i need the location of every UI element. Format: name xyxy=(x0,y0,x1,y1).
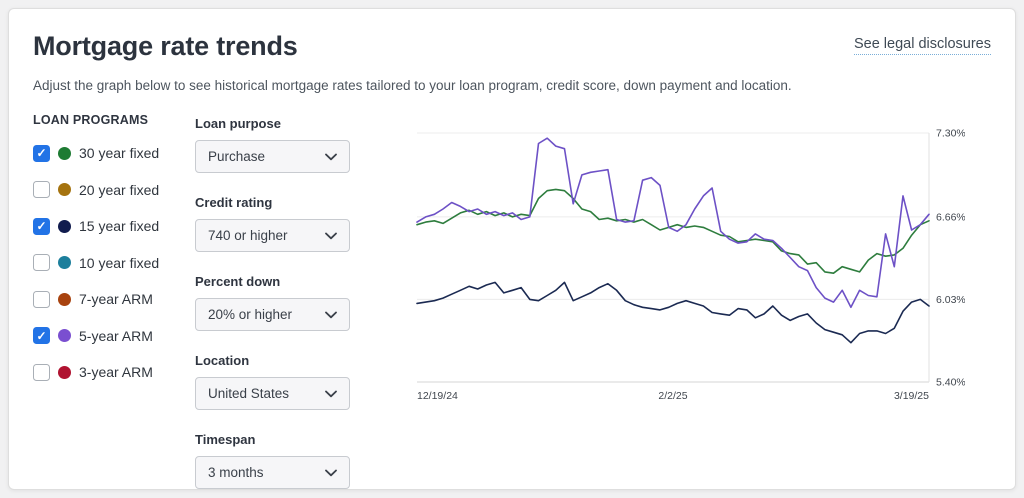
legal-disclosures-link[interactable]: See legal disclosures xyxy=(853,36,991,55)
x-axis-tick-label: 3/19/25 xyxy=(894,390,929,402)
rate-line-30-year-fixed xyxy=(416,188,930,274)
series-color-dot-5-year-arm xyxy=(58,329,71,343)
loan-purpose-group: Loan purpose Purchase xyxy=(195,116,351,173)
loan-program-label: 3-year ARM xyxy=(79,364,153,381)
checked-checkbox-30-year-fixed[interactable]: ✓ xyxy=(33,144,50,162)
loan-programs-heading: LOAN PROGRAMS xyxy=(33,113,149,127)
percent-down-label: Percent down xyxy=(195,274,281,289)
loan-purpose-selected-value: Purchase xyxy=(208,149,266,164)
loan-program-row-20-year-fixed: 20 year fixed xyxy=(33,172,179,209)
rate-trends-chart: 7.30% 6.66% 6.03% 5.40% 12/19/24 2/2/25 3/19/2… xyxy=(416,128,966,402)
unchecked-checkbox-7-year-arm[interactable] xyxy=(33,290,50,308)
series-color-dot-3-year-arm xyxy=(58,365,71,379)
timespan-label: Timespan xyxy=(195,432,256,447)
checked-checkbox-5-year-arm[interactable]: ✓ xyxy=(33,327,50,345)
location-selected-value: United States xyxy=(208,386,290,401)
timespan-group: Timespan 3 months xyxy=(195,432,351,489)
loan-purpose-select[interactable]: Purchase xyxy=(195,140,350,173)
rate-line-15-year-fixed xyxy=(416,281,930,344)
loan-program-label: 10 year fixed xyxy=(79,254,160,271)
loan-program-row-10-year-fixed: 10 year fixed xyxy=(33,245,179,282)
chart-container: 7.30% 6.66% 6.03% 5.40% 12/19/24 2/2/25 3/19/2… xyxy=(413,125,991,412)
series-color-dot-7-year-arm xyxy=(58,292,71,306)
loan-program-label: 30 year fixed xyxy=(79,145,160,162)
rate-line-5-year-arm xyxy=(416,137,930,309)
subtitle-text: Adjust the graph below to see historical… xyxy=(33,78,792,93)
timespan-selected-value: 3 months xyxy=(208,465,264,480)
series-color-dot-30-year-fixed xyxy=(58,146,71,160)
filters-panel: Loan purpose Purchase Credit rating 740 or … xyxy=(195,113,351,498)
series-color-dot-10-year-fixed xyxy=(58,256,71,270)
percent-down-select[interactable]: 20% or higher xyxy=(195,298,350,331)
loan-program-row-3-year-arm: 3-year ARM xyxy=(33,354,179,391)
chevron-down-icon xyxy=(325,311,337,318)
loan-program-row-30-year-fixed: ✓ 30 year fixed xyxy=(33,135,179,172)
chart-panel: 7.30% 6.66% 6.03% 5.40% 12/19/24 2/2/25 3/19/2… xyxy=(413,125,991,498)
loan-program-label: 5-year ARM xyxy=(79,327,153,344)
loan-program-row-7-year-arm: 7-year ARM xyxy=(33,281,179,318)
card-header: Mortgage rate trends See legal disclosur… xyxy=(33,31,991,62)
loan-program-label: 20 year fixed xyxy=(79,181,160,198)
loan-program-label: 7-year ARM xyxy=(79,291,153,308)
y-axis-tick-label: 7.30% xyxy=(936,128,965,140)
x-axis-tick-label: 2/2/25 xyxy=(658,390,687,402)
loan-programs-list: ✓ 30 year fixed 20 year fixed ✓ 15 year fixe… xyxy=(33,135,179,391)
y-axis-tick-label: 5.40% xyxy=(936,377,965,389)
timespan-select[interactable]: 3 months xyxy=(195,456,350,489)
location-group: Location United States xyxy=(195,353,351,410)
series-color-dot-20-year-fixed xyxy=(58,183,71,197)
chevron-down-icon xyxy=(325,469,337,476)
credit-rating-label: Credit rating xyxy=(195,195,273,210)
credit-rating-selected-value: 740 or higher xyxy=(208,228,288,243)
unchecked-checkbox-10-year-fixed[interactable] xyxy=(33,254,50,272)
y-axis-tick-label: 6.66% xyxy=(936,211,965,223)
checked-checkbox-15-year-fixed[interactable]: ✓ xyxy=(33,217,50,235)
loan-program-row-5-year-arm: ✓ 5-year ARM xyxy=(33,318,179,355)
loan-program-row-15-year-fixed: ✓ 15 year fixed xyxy=(33,208,179,245)
chevron-down-icon xyxy=(325,390,337,397)
chevron-down-icon xyxy=(325,153,337,160)
unchecked-checkbox-20-year-fixed[interactable] xyxy=(33,181,50,199)
percent-down-selected-value: 20% or higher xyxy=(208,307,293,322)
loan-program-label: 15 year fixed xyxy=(79,218,160,235)
chevron-down-icon xyxy=(325,232,337,239)
y-axis-tick-label: 6.03% xyxy=(936,294,965,306)
percent-down-group: Percent down 20% or higher xyxy=(195,274,351,331)
mortgage-rate-trends-card: Mortgage rate trends See legal disclosur… xyxy=(8,8,1016,490)
series-color-dot-15-year-fixed xyxy=(58,219,71,233)
page-title: Mortgage rate trends xyxy=(33,31,298,61)
credit-rating-group: Credit rating 740 or higher xyxy=(195,195,351,252)
loan-programs-panel: LOAN PROGRAMS ✓ 30 year fixed 20 year fixe… xyxy=(33,113,179,498)
location-select[interactable]: United States xyxy=(195,377,350,410)
location-label: Location xyxy=(195,353,250,368)
loan-purpose-label: Loan purpose xyxy=(195,116,281,131)
unchecked-checkbox-3-year-arm[interactable] xyxy=(33,363,50,381)
credit-rating-select[interactable]: 740 or higher xyxy=(195,219,350,252)
x-axis-tick-label: 12/19/24 xyxy=(417,390,458,402)
main-content: LOAN PROGRAMS ✓ 30 year fixed 20 year fixe… xyxy=(33,113,991,498)
